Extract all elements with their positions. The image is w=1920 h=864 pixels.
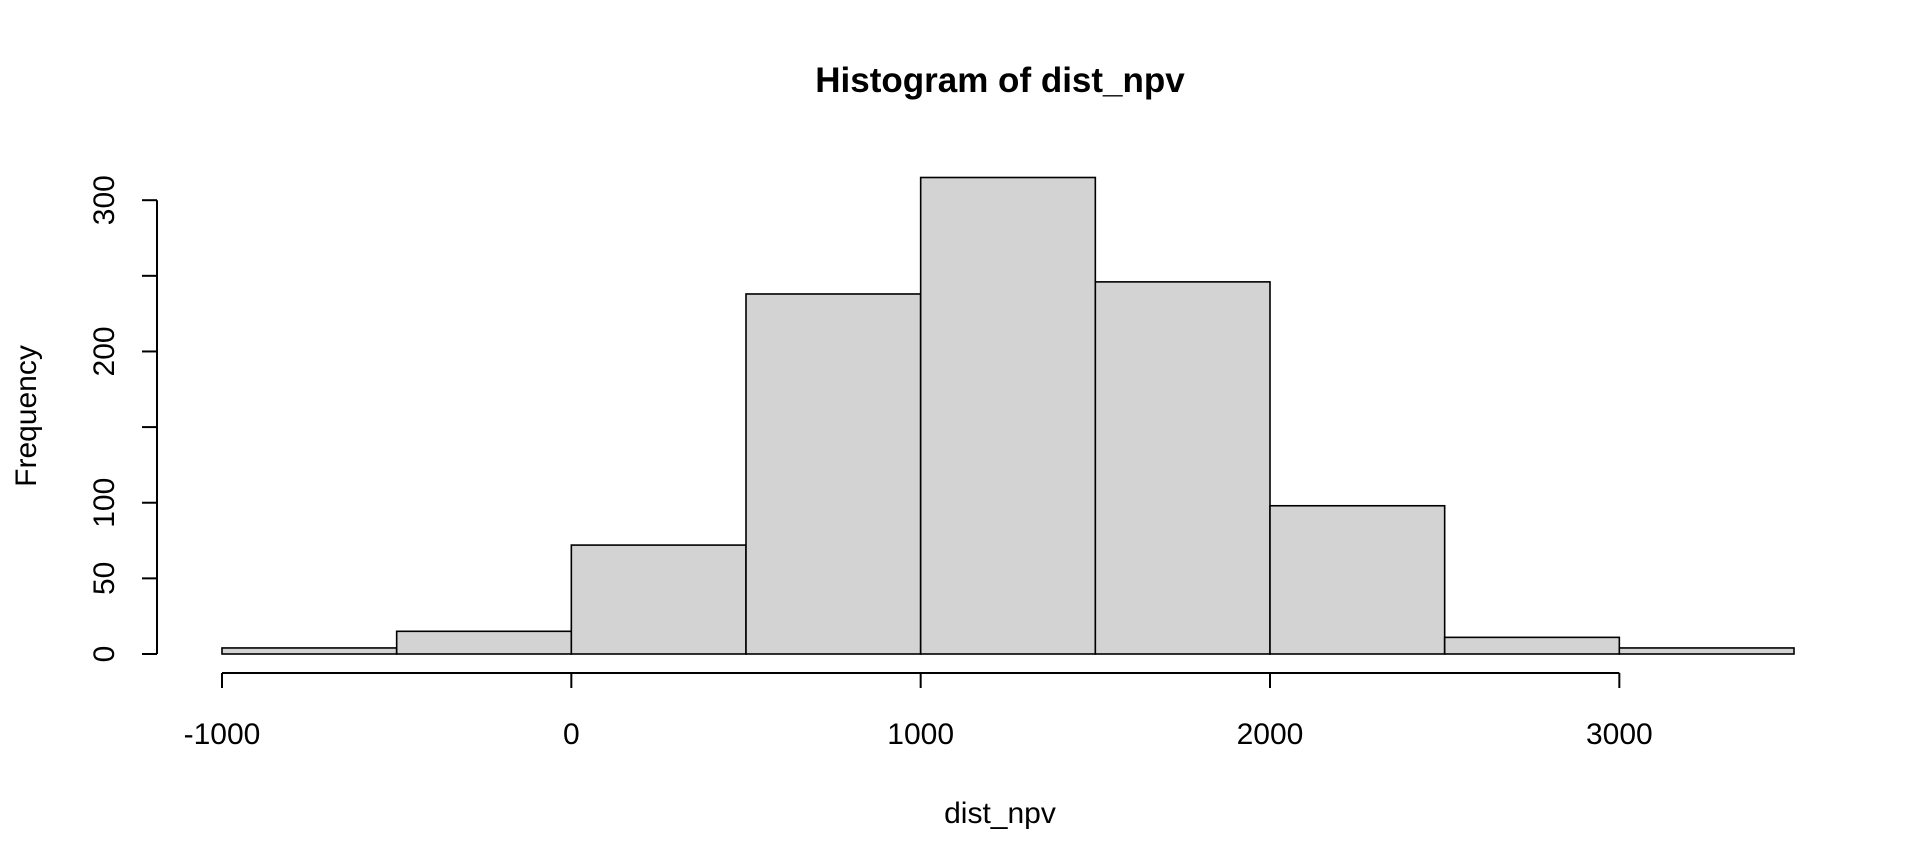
- histogram-bar-7: [1443, 636, 1621, 655]
- histogram-bar-0: [221, 647, 398, 655]
- x-tick-label-2: 1000: [887, 718, 954, 751]
- x-axis-label: dist_npv: [944, 797, 1056, 830]
- y-axis-label: Frequency: [10, 345, 43, 487]
- x-tick-label-4: 3000: [1586, 718, 1653, 751]
- y-tick-label-1: 50: [88, 562, 121, 595]
- histogram-bar-8: [1618, 647, 1795, 655]
- histogram-bar-5: [1094, 281, 1271, 655]
- chart-title: Histogram of dist_npv: [815, 61, 1185, 100]
- x-tick-label-1: 0: [563, 718, 580, 751]
- histogram-bars: [221, 176, 1795, 655]
- y-axis: 0 50 100 200 300: [88, 175, 158, 663]
- x-tick-label-3: 2000: [1237, 718, 1304, 751]
- y-tick-label-4: 200: [88, 326, 121, 376]
- histogram-bar-6: [1269, 504, 1446, 655]
- y-tick-label-0: 0: [88, 646, 121, 663]
- x-axis: -1000 0 1000 2000 3000: [184, 672, 1653, 751]
- histogram-bar-3: [745, 293, 922, 655]
- histogram-bar-4: [919, 176, 1097, 655]
- x-tick-label-0: -1000: [184, 718, 261, 751]
- y-tick-label-2: 100: [88, 478, 121, 528]
- histogram-bar-2: [570, 544, 747, 655]
- y-tick-label-6: 300: [88, 175, 121, 225]
- histogram-bar-1: [395, 630, 573, 655]
